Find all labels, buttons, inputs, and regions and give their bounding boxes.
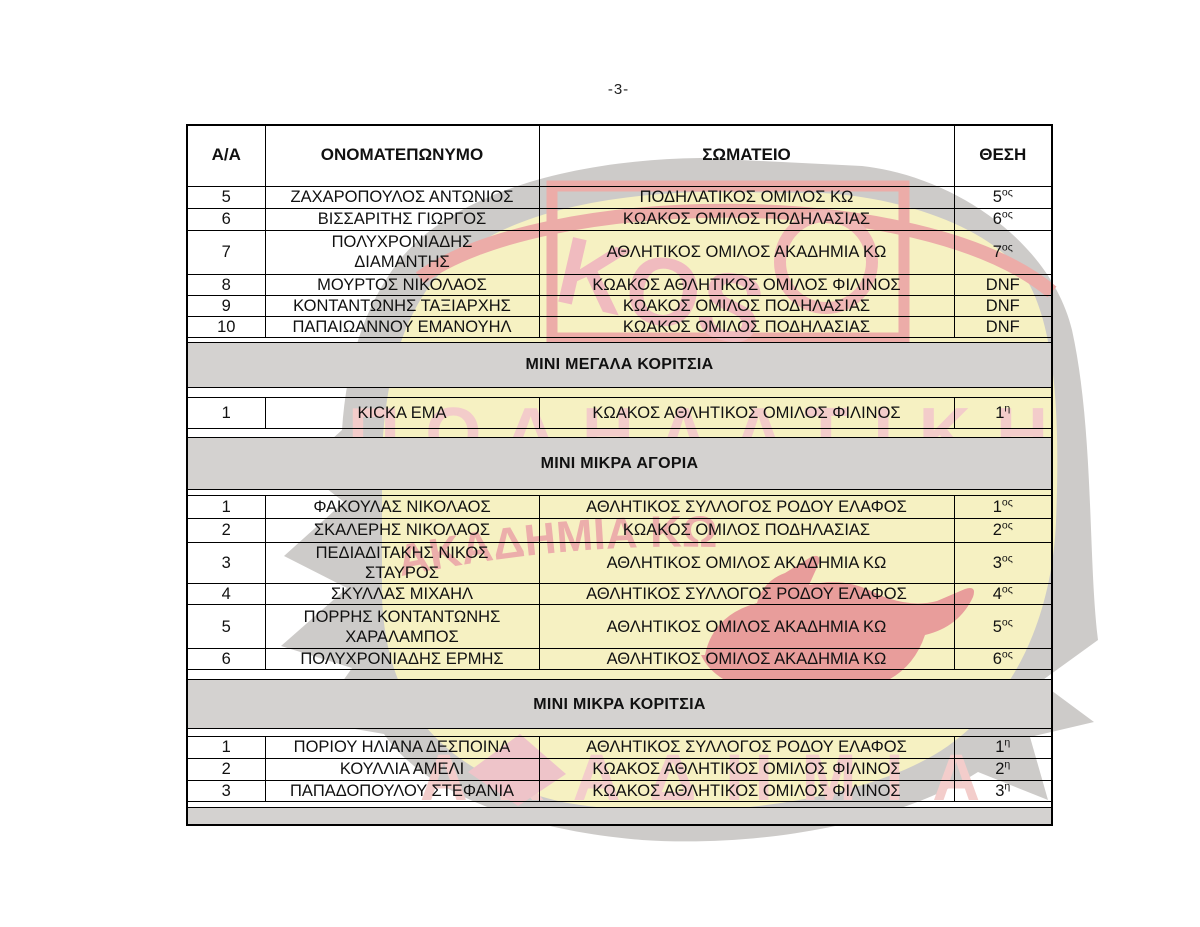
cell-aa: 9 [186, 294, 266, 317]
cell-aa: 4 [186, 583, 266, 606]
cell-aa: 3 [186, 541, 266, 585]
section-header-mini-mikra-koritsia: ΜΙΝΙ ΜΙΚΡΑ ΚΟΡΙΤΣΙΑ [186, 679, 1053, 730]
table-row: 3 ΠΕΔΙΑΔΙΤΑΚΗΣ ΝΙΚΟΣ ΣΤΑΥΡΟΣ ΑΘΛΗΤΙΚΟΣ Ο… [186, 541, 1053, 585]
cell-place: 6ος [953, 648, 1053, 671]
cell-name: KICKA EMA [264, 396, 540, 429]
cell-aa: 5 [186, 604, 266, 650]
cell-name: ΠΟΡΙΟΥ ΗΛΙΑΝΑ ΔΕΣΠΟΙΝΑ [264, 736, 540, 759]
cell-place: 2η [953, 757, 1053, 781]
cell-aa: 3 [186, 779, 266, 802]
spacer-row [187, 670, 1052, 680]
cell-club: ΚΩΑΚΟΣ ΑΘΛΗΤΙΚΟΣ ΟΜΙΛΟΣ ΦΙΛΙΝΟΣ [538, 757, 955, 781]
cell-name: ΠΑΠΑΙΩΑΝΝΟΥ ΕΜΑΝΟΥΗΛ [264, 315, 540, 338]
cell-club: ΑΘΛΗΤΙΚΟΣ ΟΜΙΛΟΣ ΑΚΑΔΗΜΙΑ ΚΩ [538, 541, 955, 585]
cell-aa: 7 [186, 229, 266, 275]
cell-place: 5ος [953, 185, 1053, 209]
cell-name: ΣΚΥΛΛΑΣ ΜΙΧΑΗΛ [264, 583, 540, 606]
cell-aa: 1 [186, 736, 266, 759]
table-header-row: Α/Α ΟΝΟΜΑΤΕΠΩΝΥΜΟ ΣΩΜΑΤΕΙΟ ΘΕΣΗ [186, 124, 1053, 187]
cell-name: ΜΟΥΡΤΟΣ ΝΙΚΟΛΑΟΣ [264, 273, 540, 296]
cell-place: 6ος [953, 207, 1053, 231]
cell-club: ΑΘΛΗΤΙΚΟΣ ΟΜΙΛΟΣ ΑΚΑΔΗΜΙΑ ΚΩ [538, 648, 955, 671]
cell-place: 2ος [953, 517, 1053, 543]
cell-name: ΠΟΡΡΗΣ ΚΟΝΤΑΝΤΩΝΗΣ ΧΑΡΑΛΑΜΠΟΣ [264, 604, 540, 650]
cell-aa: 6 [186, 207, 266, 231]
cell-aa: 5 [186, 185, 266, 209]
cell-place: 1η [953, 736, 1053, 759]
spacer-row [187, 729, 1052, 737]
section-header-mini-megala-koritsia: ΜΙΝΙ ΜΕΓΑΛΑ ΚΟΡΙΤΣΙΑ [186, 341, 1053, 388]
cell-aa: 6 [186, 648, 266, 671]
table-row: 10 ΠΑΠΑΙΩΑΝΝΟΥ ΕΜΑΝΟΥΗΛ ΚΩΑΚΟΣ ΟΜΙΛΟΣ ΠΟ… [186, 315, 1053, 338]
cell-name: ΖΑΧΑΡΟΠΟΥΛΟΣ ΑΝΤΩΝΙΟΣ [264, 185, 540, 209]
cell-aa: 2 [186, 517, 266, 543]
spacer-row [187, 428, 1052, 437]
cell-club: ΑΘΛΗΤΙΚΟΣ ΣΥΛΛΟΓΟΣ ΡΟΔΟΥ ΕΛΑΦΟΣ [538, 736, 955, 759]
cell-place: 1ος [953, 494, 1053, 519]
cell-club: ΑΘΛΗΤΙΚΟΣ ΟΜΙΛΟΣ ΑΚΑΔΗΜΙΑ ΚΩ [538, 604, 955, 650]
cell-name: ΠΟΛΥΧΡΟΝΙΑΔΗΣ ΔΙΑΜΑΝΤΗΣ [264, 229, 540, 275]
cell-name: ΒΙΣΣΑΡΙΤΗΣ ΓΙΩΡΓΟΣ [264, 207, 540, 231]
header-place: ΘΕΣΗ [953, 124, 1053, 187]
table-row: 2 ΚΟΥΛΛΙΑ ΑΜΕΛΙ ΚΩΑΚΟΣ ΑΘΛΗΤΙΚΟΣ ΟΜΙΛΟΣ … [186, 757, 1053, 781]
table-row: 4 ΣΚΥΛΛΑΣ ΜΙΧΑΗΛ ΑΘΛΗΤΙΚΟΣ ΣΥΛΛΟΓΟΣ ΡΟΔΟ… [186, 583, 1053, 606]
header-aa: Α/Α [186, 124, 266, 187]
table-row: 1 ΠΟΡΙΟΥ ΗΛΙΑΝΑ ΔΕΣΠΟΙΝΑ ΑΘΛΗΤΙΚΟΣ ΣΥΛΛΟ… [186, 736, 1053, 759]
cell-club: ΑΘΛΗΤΙΚΟΣ ΣΥΛΛΟΓΟΣ ΡΟΔΟΥ ΕΛΑΦΟΣ [538, 494, 955, 519]
cell-name: ΠΟΛΥΧΡΟΝΙΑΔΗΣ ΕΡΜΗΣ [264, 648, 540, 671]
cell-aa: 1 [186, 396, 266, 429]
cell-club: ΚΩΑΚΟΣ ΑΘΛΗΤΙΚΟΣ ΟΜΙΛΟΣ ΦΙΛΙΝΟΣ [538, 779, 955, 802]
table-row: 3 ΠΑΠΑΔΟΠΟΥΛΟΥ ΣΤΕΦΑΝΙΑ ΚΩΑΚΟΣ ΑΘΛΗΤΙΚΟΣ… [186, 779, 1053, 802]
cell-club: ΚΩΑΚΟΣ ΑΘΛΗΤΙΚΟΣ ΟΜΙΛΟΣ ΦΙΛΙΝΟΣ [538, 396, 955, 429]
table-row: 8 ΜΟΥΡΤΟΣ ΝΙΚΟΛΑΟΣ ΚΩΑΚΟΣ ΑΘΛΗΤΙΚΟΣ ΟΜΙΛ… [186, 273, 1053, 296]
cell-club: ΠΟΔΗΛΑΤΙΚΟΣ ΟΜΙΛΟΣ ΚΩ [538, 185, 955, 209]
cell-place: 3η [953, 779, 1053, 802]
table-row: 6 ΠΟΛΥΧΡΟΝΙΑΔΗΣ ΕΡΜΗΣ ΑΘΛΗΤΙΚΟΣ ΟΜΙΛΟΣ Α… [186, 648, 1053, 671]
header-club: ΣΩΜΑΤΕΙΟ [538, 124, 955, 187]
cell-name: ΦΑΚΟΥΛΑΣ ΝΙΚΟΛΑΟΣ [264, 494, 540, 519]
cell-place: DNF [953, 273, 1053, 296]
cell-place: 4ος [953, 583, 1053, 606]
cell-club: ΚΩΑΚΟΣ ΟΜΙΛΟΣ ΠΟΔΗΛΑΣΙΑΣ [538, 517, 955, 543]
cell-place: 5ος [953, 604, 1053, 650]
cell-name: ΚΟΝΤΑΝΤΩΝΗΣ ΤΑΞΙΑΡΧΗΣ [264, 294, 540, 317]
cell-name: ΣΚΑΛΕΡΗΣ ΝΙΚΟΛΑΟΣ [264, 517, 540, 543]
table-row: 1 KICKA EMA ΚΩΑΚΟΣ ΑΘΛΗΤΙΚΟΣ ΟΜΙΛΟΣ ΦΙΛΙ… [186, 396, 1053, 429]
cell-aa: 2 [186, 757, 266, 781]
cell-club: ΑΘΛΗΤΙΚΟΣ ΟΜΙΛΟΣ ΑΚΑΔΗΜΙΑ ΚΩ [538, 229, 955, 275]
table-row: 5 ΠΟΡΡΗΣ ΚΟΝΤΑΝΤΩΝΗΣ ΧΑΡΑΛΑΜΠΟΣ ΑΘΛΗΤΙΚΟ… [186, 604, 1053, 650]
table-row: 6 ΒΙΣΣΑΡΙΤΗΣ ΓΙΩΡΓΟΣ ΚΩΑΚΟΣ ΟΜΙΛΟΣ ΠΟΔΗΛ… [186, 207, 1053, 231]
cell-aa: 10 [186, 315, 266, 338]
cell-aa: 8 [186, 273, 266, 296]
cell-aa: 1 [186, 494, 266, 519]
cell-place: 7ος [953, 229, 1053, 275]
cell-club: ΚΩΑΚΟΣ ΟΜΙΛΟΣ ΠΟΔΗΛΑΣΙΑΣ [538, 315, 955, 338]
cell-name: ΠΕΔΙΑΔΙΤΑΚΗΣ ΝΙΚΟΣ ΣΤΑΥΡΟΣ [264, 541, 540, 585]
cell-place: 1η [953, 396, 1053, 429]
table-row: 9 ΚΟΝΤΑΝΤΩΝΗΣ ΤΑΞΙΑΡΧΗΣ ΚΩΑΚΟΣ ΟΜΙΛΟΣ ΠΟ… [186, 294, 1053, 317]
results-table: Α/Α ΟΝΟΜΑΤΕΠΩΝΥΜΟ ΣΩΜΑΤΕΙΟ ΘΕΣΗ 5 ΖΑΧΑΡΟ… [186, 124, 1053, 827]
cell-club: ΑΘΛΗΤΙΚΟΣ ΣΥΛΛΟΓΟΣ ΡΟΔΟΥ ΕΛΑΦΟΣ [538, 583, 955, 606]
page-number: -3- [607, 81, 630, 98]
spacer-row [187, 387, 1052, 397]
cell-place: 3ος [953, 541, 1053, 585]
footer-band [186, 806, 1053, 826]
cell-club: ΚΩΑΚΟΣ ΑΘΛΗΤΙΚΟΣ ΟΜΙΛΟΣ ΦΙΛΙΝΟΣ [538, 273, 955, 296]
cell-place: DNF [953, 294, 1053, 317]
cell-club: ΚΩΑΚΟΣ ΟΜΙΛΟΣ ΠΟΔΗΛΑΣΙΑΣ [538, 294, 955, 317]
header-name: ΟΝΟΜΑΤΕΠΩΝΥΜΟ [264, 124, 540, 187]
cell-club: ΚΩΑΚΟΣ ΟΜΙΛΟΣ ΠΟΔΗΛΑΣΙΑΣ [538, 207, 955, 231]
section-header-mini-mikra-agoria: ΜΙΝΙ ΜΙΚΡΑ ΑΓΟΡΙΑ [186, 436, 1053, 490]
cell-name: ΠΑΠΑΔΟΠΟΥΛΟΥ ΣΤΕΦΑΝΙΑ [264, 779, 540, 802]
cell-name: ΚΟΥΛΛΙΑ ΑΜΕΛΙ [264, 757, 540, 781]
table-row: 7 ΠΟΛΥΧΡΟΝΙΑΔΗΣ ΔΙΑΜΑΝΤΗΣ ΑΘΛΗΤΙΚΟΣ ΟΜΙΛ… [186, 229, 1053, 275]
table-row: 5 ΖΑΧΑΡΟΠΟΥΛΟΣ ΑΝΤΩΝΙΟΣ ΠΟΔΗΛΑΤΙΚΟΣ ΟΜΙΛ… [186, 185, 1053, 209]
table-row: 2 ΣΚΑΛΕΡΗΣ ΝΙΚΟΛΑΟΣ ΚΩΑΚΟΣ ΟΜΙΛΟΣ ΠΟΔΗΛΑ… [186, 517, 1053, 543]
table-row: 1 ΦΑΚΟΥΛΑΣ ΝΙΚΟΛΑΟΣ ΑΘΛΗΤΙΚΟΣ ΣΥΛΛΟΓΟΣ Ρ… [186, 494, 1053, 519]
cell-place: DNF [953, 315, 1053, 338]
